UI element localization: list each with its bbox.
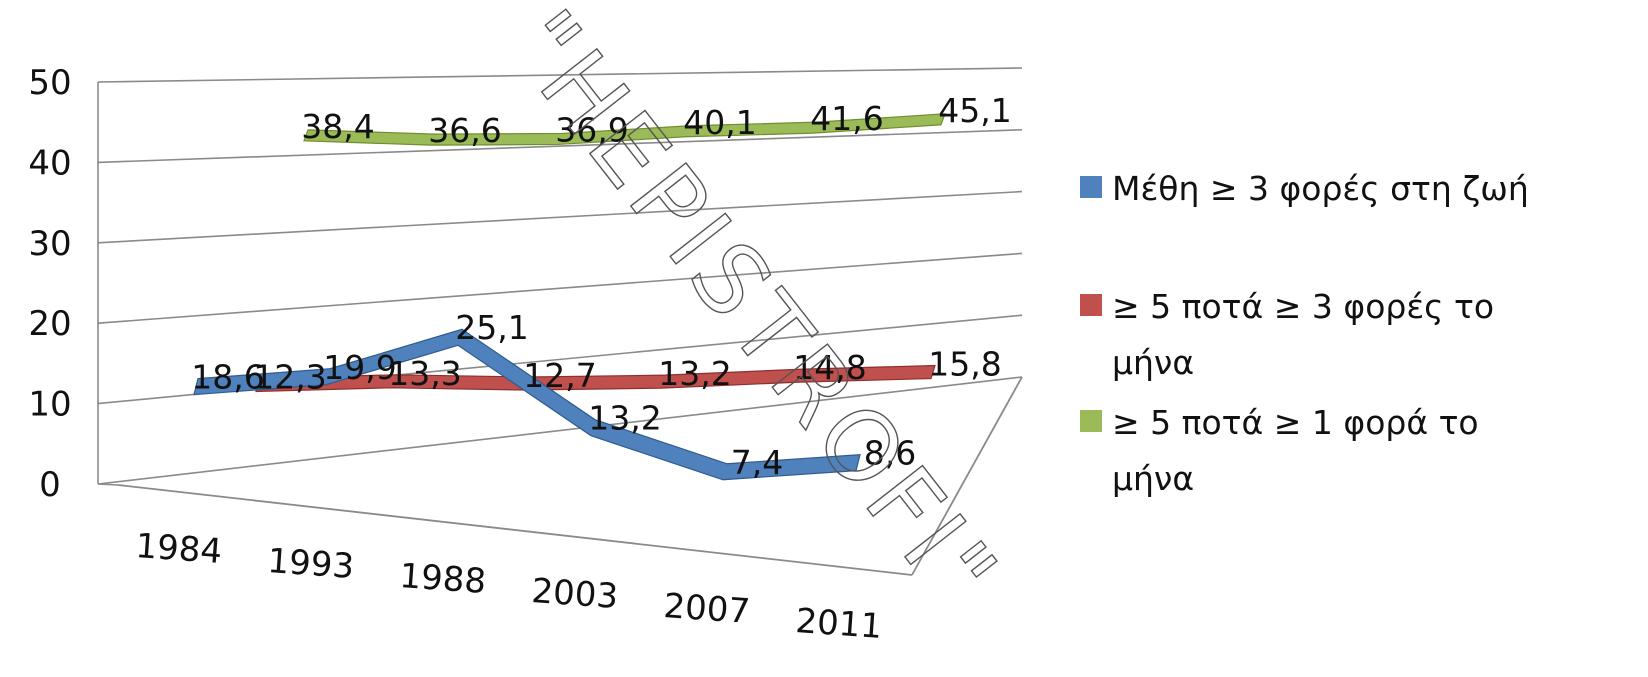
- gridline: [97, 67, 1023, 83]
- y-tick-label: 30: [28, 224, 71, 264]
- y-tick-label: 40: [28, 143, 71, 183]
- legend-label: ≥ 5 ποτά ≥ 1 φορά το: [1112, 403, 1479, 442]
- data-label: 41,6: [810, 99, 883, 138]
- data-label: 40,1: [683, 103, 756, 142]
- data-label: 45,1: [938, 91, 1011, 130]
- y-tick-label: 0: [39, 465, 61, 505]
- data-label: 25,1: [455, 308, 528, 347]
- floor-edge-left: [97, 483, 119, 486]
- x-axis-category-labels: 1984 1993 1988 2003 2007 2011: [134, 526, 883, 647]
- data-label: 12,7: [523, 356, 596, 395]
- y-tick-label: 50: [28, 63, 71, 103]
- floor-front-edge: [117, 484, 913, 576]
- series-ribbon: [193, 328, 861, 481]
- data-label: 12,3: [253, 357, 326, 396]
- data-label: 13,3: [388, 354, 461, 393]
- gridline: [97, 129, 1023, 164]
- data-label: 19,9: [323, 348, 396, 387]
- data-label: 13,2: [588, 399, 661, 438]
- x-category-label: 1988: [398, 556, 487, 602]
- y-tick-label: 20: [28, 304, 71, 344]
- data-label: 13,2: [658, 354, 731, 393]
- data-label: 15,8: [928, 345, 1001, 384]
- legend-label: ≥ 5 ποτά ≥ 3 φορές το: [1112, 287, 1494, 326]
- data-label: 14,8: [793, 348, 866, 387]
- x-category-label: 2007: [662, 586, 751, 632]
- series-ribbon: [303, 113, 946, 146]
- legend-label: Μέθη ≥ 3 φορές στη ζωή: [1112, 169, 1529, 208]
- floor-edge-right: [911, 376, 1023, 576]
- data-label: 36,9: [555, 110, 628, 149]
- x-category-label: 1993: [266, 541, 355, 587]
- legend-swatch: [1080, 176, 1102, 198]
- data-label: 18,6: [191, 358, 264, 397]
- gridline: [97, 376, 1023, 485]
- data-label: 38,4: [301, 107, 374, 146]
- legend-label: μήνα: [1112, 459, 1194, 498]
- chart-legend: Μέθη ≥ 3 φορές στη ζωή ≥ 5 ποτά ≥ 3 φορές…: [1080, 169, 1529, 498]
- x-category-label: 2003: [530, 571, 619, 617]
- gridline: [97, 252, 1023, 324]
- x-category-label: 2011: [794, 601, 883, 647]
- legend-swatch: [1080, 294, 1102, 316]
- data-label: 36,6: [428, 111, 501, 150]
- data-labels: 38,4 36,6 36,9 40,1 41,6 45,1 12,3 13,3 12,7 13,2…: [191, 91, 1011, 482]
- y-axis-tick-labels: 0 10 20 30 40 50: [28, 63, 71, 505]
- data-label: 7,4: [731, 443, 783, 482]
- chart-series: [193, 113, 946, 481]
- y-tick-label: 10: [28, 385, 71, 425]
- legend-label: μήνα: [1112, 343, 1194, 382]
- data-label: 8,6: [864, 434, 916, 473]
- gridline: [97, 190, 1023, 244]
- x-category-label: 1984: [134, 526, 223, 572]
- legend-swatch: [1080, 410, 1102, 432]
